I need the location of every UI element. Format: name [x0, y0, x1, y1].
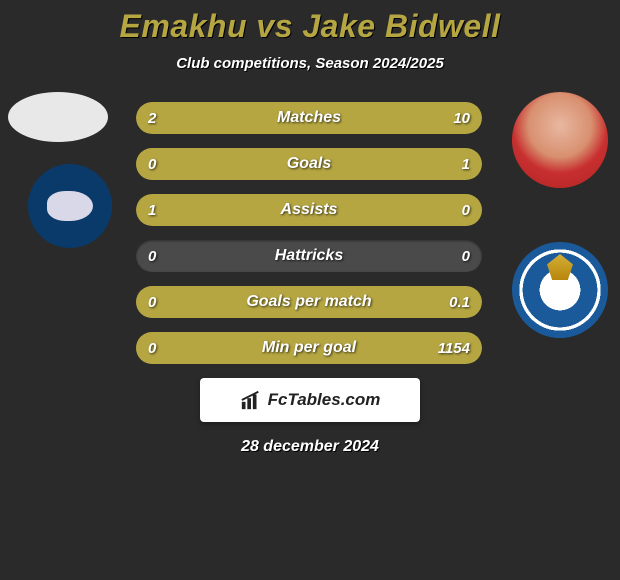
- player-left-avatar: [8, 92, 108, 142]
- stat-label: Assists: [136, 194, 482, 226]
- stat-row: 0Goals1: [136, 148, 482, 180]
- stat-row: 2Matches10: [136, 102, 482, 134]
- stat-row: 0Min per goal1154: [136, 332, 482, 364]
- page-title: Emakhu vs Jake Bidwell: [0, 0, 620, 45]
- stat-value-right: 0: [462, 240, 470, 272]
- player-right-avatar: [512, 92, 608, 188]
- stat-label: Hattricks: [136, 240, 482, 272]
- stat-row: 1Assists0: [136, 194, 482, 226]
- stat-row: 0Hattricks0: [136, 240, 482, 272]
- comparison-panel: 2Matches100Goals11Assists00Hattricks00Go…: [0, 102, 620, 456]
- brand-text: FcTables.com: [268, 390, 381, 410]
- stat-label: Goals per match: [136, 286, 482, 318]
- logo-icon: [240, 389, 262, 411]
- stat-label: Goals: [136, 148, 482, 180]
- stat-label: Min per goal: [136, 332, 482, 364]
- stat-value-right: 0: [462, 194, 470, 226]
- subtitle: Club competitions, Season 2024/2025: [0, 55, 620, 72]
- stat-value-right: 10: [453, 102, 470, 134]
- stat-label: Matches: [136, 102, 482, 134]
- date-text: 28 december 2024: [0, 438, 620, 456]
- stat-row: 0Goals per match0.1: [136, 286, 482, 318]
- club-right-badge: [512, 242, 608, 338]
- stat-value-right: 0.1: [449, 286, 470, 318]
- brand-badge: FcTables.com: [200, 378, 420, 422]
- stat-value-right: 1154: [438, 332, 470, 364]
- club-left-badge: [28, 164, 112, 248]
- stat-value-right: 1: [462, 148, 470, 180]
- stat-bars: 2Matches100Goals11Assists00Hattricks00Go…: [136, 102, 482, 364]
